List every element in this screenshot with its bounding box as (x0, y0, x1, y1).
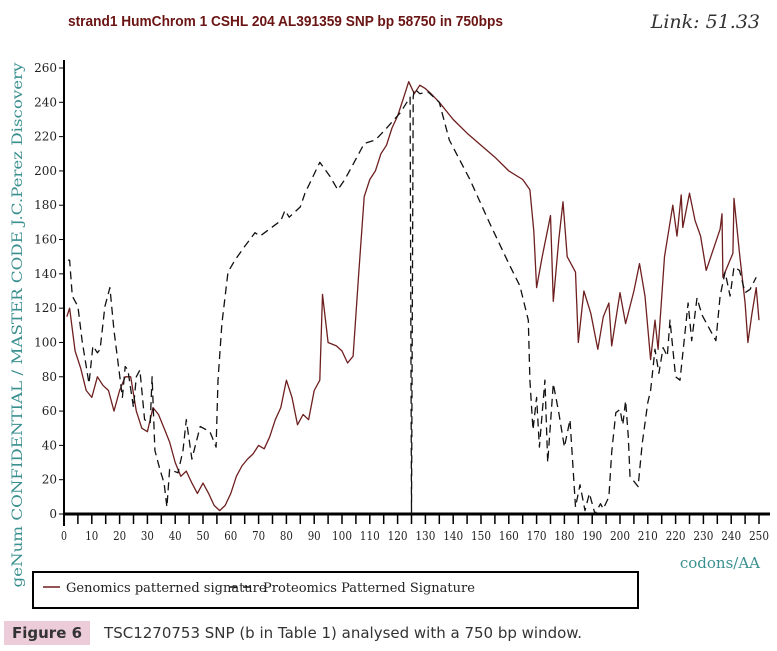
y-tick-label: 80 (42, 370, 57, 384)
x-tick-label: 60 (224, 529, 237, 543)
x-axis-label: codons/AA (680, 554, 760, 572)
x-tick-label: 240 (721, 529, 741, 543)
x-tick-label: 220 (666, 529, 686, 543)
figure-label: Figure 6 (4, 621, 91, 645)
link-value: Link: 51.33 (650, 11, 760, 33)
x-tick-label: 110 (360, 529, 380, 543)
x-tick-label: 180 (554, 529, 574, 543)
x-tick-label: 170 (527, 529, 547, 543)
x-tick-label: 200 (610, 529, 630, 543)
x-tick-label: 140 (443, 529, 463, 543)
x-tick-label: 100 (332, 529, 352, 543)
y-tick-label: 120 (34, 301, 57, 315)
x-tick-label: 70 (252, 529, 265, 543)
genomics-series-line (66, 81, 760, 512)
x-tick-label: 0 (61, 529, 67, 543)
y-axis-label: geNum CONFIDENTIAL / MASTER CODE J.C.Per… (10, 62, 26, 587)
x-tick-label: 30 (141, 529, 154, 543)
y-tick-label: 200 (34, 164, 57, 178)
y-tick-label: 100 (34, 335, 57, 349)
y-tick-label: 160 (34, 233, 57, 247)
x-tick-label: 40 (169, 529, 182, 543)
y-tick-label: 220 (34, 130, 57, 144)
proteomics-series-line (67, 87, 757, 515)
y-tick-label: 20 (42, 473, 57, 487)
y-tick-label: 60 (42, 404, 57, 418)
x-tick-label: 80 (280, 529, 293, 543)
y-tick-label: 240 (34, 95, 57, 109)
x-tick-label: 90 (308, 529, 321, 543)
series-group (66, 81, 760, 515)
x-tick-label: 150 (471, 529, 491, 543)
x-tick-label: 130 (415, 529, 435, 543)
y-tick-label: 140 (34, 267, 57, 281)
legend: Genomics patterned signature Proteomics … (32, 571, 639, 609)
y-tick-label: 40 (42, 438, 57, 452)
legend-genomics-label: Genomics patterned signature (66, 581, 267, 596)
x-tick-label: 50 (197, 529, 210, 543)
x-tick-label: 250 (749, 529, 769, 543)
legend-proteomics-label: Proteomics Patterned Signature (263, 581, 475, 596)
caption-text: TSC1270753 SNP (b in Table 1) analysed w… (104, 624, 582, 642)
x-tick-label: 160 (499, 529, 519, 543)
chart: strand1 HumChrom 1 CSHL 204 AL391359 SNP… (10, 11, 770, 609)
x-tick-label: 210 (638, 529, 658, 543)
y-tick-label: 180 (34, 198, 57, 212)
x-tick-label: 120 (388, 529, 408, 543)
chart-title: strand1 HumChrom 1 CSHL 204 AL391359 SNP… (68, 14, 503, 30)
x-tick-label: 20 (113, 529, 126, 543)
x-tick-label: 190 (582, 529, 602, 543)
y-tick-label: 0 (49, 507, 57, 521)
figure-caption: Figure 6 TSC1270753 SNP (b in Table 1) a… (4, 621, 582, 645)
axes: 0 10 20 30 40 50 60 70 80 90 100 110 120 130 140 150 160… (34, 60, 770, 543)
legend-box (32, 571, 639, 609)
x-tick-label: 230 (693, 529, 713, 543)
y-tick-label: 260 (34, 61, 57, 75)
x-tick-label: 10 (85, 529, 98, 543)
